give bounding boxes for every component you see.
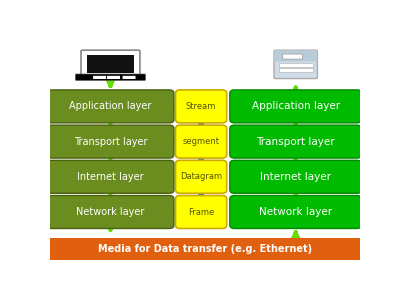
Polygon shape [168,168,185,186]
FancyBboxPatch shape [47,90,174,123]
Polygon shape [168,97,185,115]
Text: Application layer: Application layer [69,101,152,112]
FancyBboxPatch shape [93,76,106,79]
Text: Application layer: Application layer [252,101,340,112]
Text: Network layer: Network layer [76,207,145,217]
FancyBboxPatch shape [274,50,317,62]
FancyBboxPatch shape [279,68,313,72]
Text: Frame: Frame [188,207,214,217]
Polygon shape [168,132,185,151]
FancyBboxPatch shape [176,125,227,158]
Text: Media for Data transfer (e.g. Ethernet): Media for Data transfer (e.g. Ethernet) [98,244,312,254]
FancyBboxPatch shape [81,50,140,77]
FancyBboxPatch shape [47,196,174,228]
FancyBboxPatch shape [283,54,302,59]
Text: Network layer: Network layer [259,207,332,217]
FancyBboxPatch shape [87,55,134,73]
FancyBboxPatch shape [176,160,227,193]
FancyBboxPatch shape [230,160,362,193]
Text: Transport layer: Transport layer [256,137,335,147]
Text: segment: segment [183,137,220,146]
FancyBboxPatch shape [274,50,317,78]
FancyBboxPatch shape [176,90,227,123]
FancyBboxPatch shape [122,76,136,79]
FancyBboxPatch shape [176,196,227,228]
FancyBboxPatch shape [279,63,313,66]
Polygon shape [168,203,185,221]
Text: Stream: Stream [186,102,216,111]
FancyBboxPatch shape [47,160,174,193]
Text: Transport layer: Transport layer [74,137,147,147]
FancyBboxPatch shape [230,90,362,123]
FancyBboxPatch shape [47,125,174,158]
Text: Internet layer: Internet layer [77,172,144,182]
Text: Internet layer: Internet layer [260,172,331,182]
FancyBboxPatch shape [76,74,146,80]
Text: Datagram: Datagram [180,172,222,181]
FancyBboxPatch shape [230,125,362,158]
FancyBboxPatch shape [230,196,362,228]
FancyBboxPatch shape [50,237,360,260]
FancyBboxPatch shape [107,76,120,79]
